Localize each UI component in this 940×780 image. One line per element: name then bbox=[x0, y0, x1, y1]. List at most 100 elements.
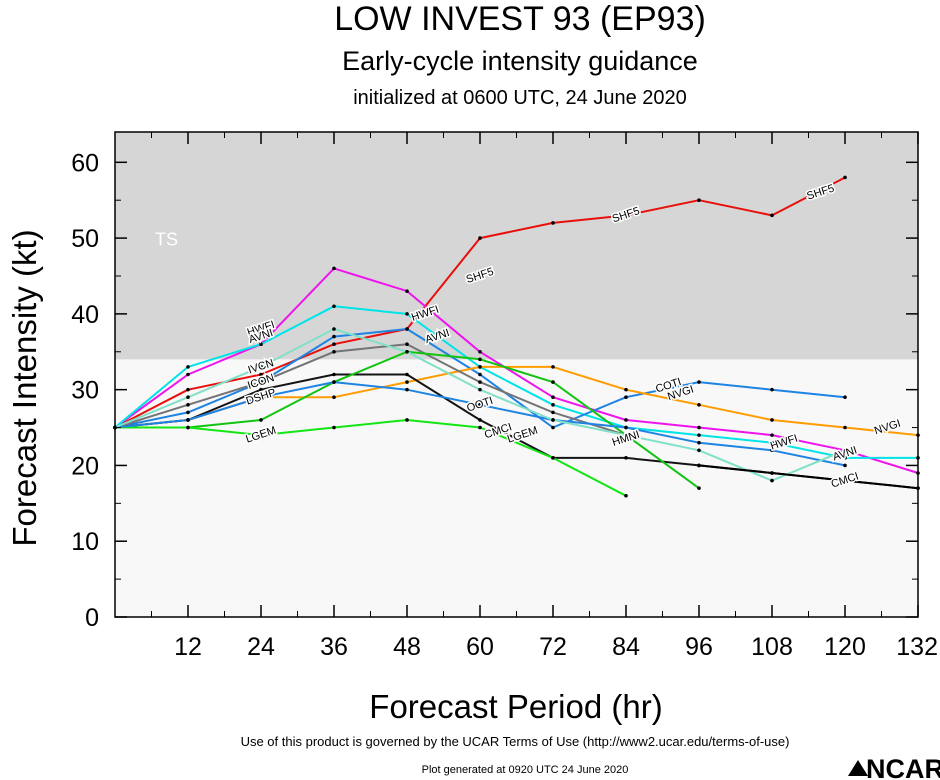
x-tick-label: 48 bbox=[393, 633, 421, 661]
y-tick-label: 30 bbox=[71, 377, 99, 405]
ncar-logo-text: NCAR bbox=[866, 754, 940, 780]
data-point-icon bbox=[259, 387, 263, 392]
data-point-hmni bbox=[332, 327, 336, 331]
data-point-nvgi bbox=[332, 395, 336, 400]
data-point-hmni bbox=[259, 365, 263, 369]
data-point-ivcn bbox=[478, 380, 482, 384]
data-point-hmni bbox=[478, 387, 482, 392]
data-point-hmni bbox=[186, 395, 190, 400]
data-point-hmni bbox=[624, 433, 628, 437]
data-point-coti bbox=[478, 372, 482, 377]
data-point-nvgi bbox=[478, 365, 482, 369]
data-point-dshp bbox=[259, 418, 263, 422]
data-point-icon bbox=[478, 418, 482, 422]
data-point-avni bbox=[770, 440, 774, 445]
data-point-hwfi bbox=[697, 425, 701, 430]
data-point-ooti bbox=[770, 448, 774, 453]
x-tick-label: 60 bbox=[466, 633, 494, 661]
data-point-nvgi bbox=[770, 418, 774, 422]
series-line-hwfi bbox=[114, 267, 919, 474]
plot-area: TS bbox=[115, 132, 918, 617]
x-tick-label: 84 bbox=[612, 633, 640, 661]
data-point-avni bbox=[332, 304, 336, 309]
data-point-ooti bbox=[478, 403, 482, 407]
data-point-coti bbox=[332, 334, 336, 339]
data-point-avni bbox=[186, 365, 190, 369]
data-point-hwfi bbox=[332, 266, 336, 271]
generated-note: Plot generated at 0920 UTC 24 June 2020 bbox=[422, 764, 629, 776]
y-tick-label: 20 bbox=[71, 452, 99, 480]
data-point-ivcn bbox=[332, 349, 336, 354]
data-point-ivcn bbox=[186, 403, 190, 407]
data-point-lgem bbox=[405, 418, 409, 422]
series-layer bbox=[113, 175, 920, 498]
data-point-hmni bbox=[405, 349, 409, 354]
data-point-nvgi bbox=[697, 403, 701, 407]
data-point-dshp bbox=[478, 357, 482, 362]
data-point-shf5 bbox=[332, 342, 336, 346]
x-axis-title: Forecast Period (hr) bbox=[369, 688, 662, 725]
data-point-hmni bbox=[843, 448, 847, 453]
data-point-hwfi bbox=[624, 418, 628, 422]
x-tick-label: 96 bbox=[685, 633, 713, 661]
data-point-ooti bbox=[186, 418, 190, 422]
data-point-ivcn bbox=[551, 410, 555, 415]
data-point-shf5 bbox=[259, 372, 263, 377]
data-point-icon bbox=[405, 372, 409, 377]
data-point-hmni bbox=[697, 448, 701, 453]
data-point-coti bbox=[186, 410, 190, 415]
y-tick-label: 60 bbox=[71, 149, 99, 177]
data-point-nvgi bbox=[843, 425, 847, 430]
data-point-coti bbox=[697, 380, 701, 384]
data-point-icon bbox=[332, 372, 336, 377]
data-point-nvgi bbox=[551, 365, 555, 369]
data-point-hwfi bbox=[770, 433, 774, 437]
data-point-coti bbox=[770, 387, 774, 392]
data-point-avni bbox=[405, 312, 409, 316]
data-point-dshp bbox=[697, 486, 701, 490]
data-point-lgem bbox=[332, 425, 336, 430]
data-point-shf5 bbox=[770, 213, 774, 218]
y-tick-label: 0 bbox=[85, 604, 99, 632]
data-point-shf5 bbox=[478, 236, 482, 240]
data-point-cmci bbox=[843, 478, 847, 483]
data-point-coti bbox=[405, 327, 409, 331]
data-point-hwfi bbox=[186, 372, 190, 377]
data-point-shf5 bbox=[551, 221, 555, 225]
data-point-dshp bbox=[551, 380, 555, 384]
series-line-ivcn bbox=[114, 343, 627, 437]
series-line-avni bbox=[114, 305, 918, 459]
data-point-ooti bbox=[624, 425, 628, 430]
data-point-shf5 bbox=[843, 175, 847, 180]
data-point-ooti bbox=[697, 440, 701, 445]
data-point-lgem bbox=[186, 425, 190, 430]
series-line-cmci bbox=[698, 464, 919, 490]
data-point-shf5 bbox=[624, 213, 628, 218]
x-tick-label: 24 bbox=[247, 633, 275, 661]
axis-layer: 0 10 20 30 40 50 60 12 24 36 48 60 72 84 96 108 120 132 bbox=[71, 131, 938, 661]
x-tick-label: 132 bbox=[896, 633, 938, 661]
data-point-cmci bbox=[770, 471, 774, 475]
data-point-avni bbox=[551, 403, 555, 407]
y-tick-label: 10 bbox=[71, 528, 99, 556]
chart-initialized: initialized at 0600 UTC, 24 June 2020 bbox=[353, 87, 687, 109]
data-point-lgem bbox=[478, 425, 482, 430]
ts-band bbox=[115, 132, 918, 360]
data-point-coti bbox=[624, 395, 628, 400]
data-point-hmni bbox=[770, 478, 774, 483]
data-point-hwfi bbox=[551, 395, 555, 400]
chart-subtitle: Early-cycle intensity guidance bbox=[342, 46, 698, 76]
y-tick-label: 50 bbox=[71, 225, 99, 253]
data-point-hwfi bbox=[405, 289, 409, 293]
data-point-ooti bbox=[843, 463, 847, 468]
data-point-ivcn bbox=[259, 380, 263, 384]
data-point-lgem bbox=[624, 493, 628, 498]
ts-band-label: TS bbox=[155, 230, 178, 250]
x-tick-label: 108 bbox=[751, 633, 793, 661]
data-point-lgem bbox=[259, 433, 263, 437]
terms-note: Use of this product is governed by the U… bbox=[241, 734, 790, 749]
data-point-shf5 bbox=[186, 387, 190, 392]
data-point-avni bbox=[259, 342, 263, 346]
data-point-nvgi bbox=[624, 387, 628, 392]
